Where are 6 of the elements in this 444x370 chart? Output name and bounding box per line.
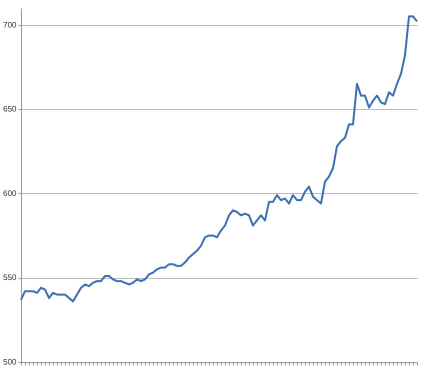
- y-tick-label: 700: [3, 20, 18, 30]
- y-tick-label: 650: [3, 104, 18, 114]
- y-tick-label: 550: [3, 273, 18, 282]
- y-tick-label: 600: [3, 188, 18, 198]
- line-series: [20, 15, 418, 302]
- y-tick-label: 500: [3, 358, 18, 366]
